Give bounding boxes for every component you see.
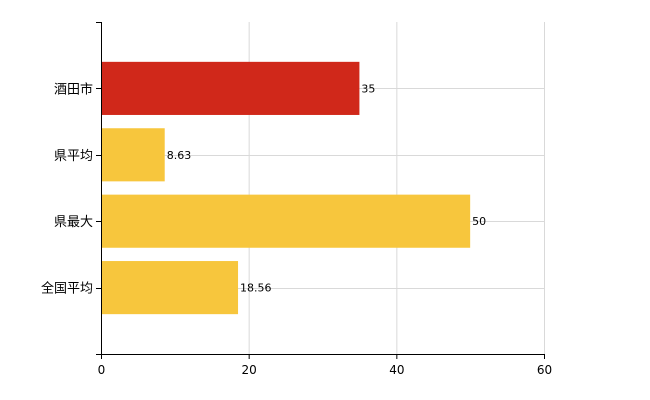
bar-2 <box>102 194 471 248</box>
bar-3 <box>102 261 239 315</box>
category-label-0: 酒田市 <box>54 81 93 97</box>
value-label-0: 35 <box>361 82 375 95</box>
value-label-3: 18.56 <box>240 282 272 295</box>
x-tick-label: 0 <box>98 363 106 377</box>
category-label-3: 全国平均 <box>41 281 93 297</box>
labels: 0 20 40 60 35 酒田市 8.63 県平均 50 県最大 18.56 全国平均 <box>41 81 552 377</box>
bars <box>102 61 471 315</box>
axes <box>96 22 545 359</box>
value-label-2: 50 <box>472 215 486 228</box>
bar-1 <box>102 128 165 182</box>
category-label-2: 県最大 <box>54 215 93 230</box>
x-tick-label: 20 <box>242 363 257 377</box>
category-label-1: 県平均 <box>54 149 93 164</box>
x-tick-label: 40 <box>389 363 404 377</box>
value-label-1: 8.63 <box>167 149 192 162</box>
x-tick-label: 60 <box>537 363 552 377</box>
bar-0 <box>102 61 360 115</box>
